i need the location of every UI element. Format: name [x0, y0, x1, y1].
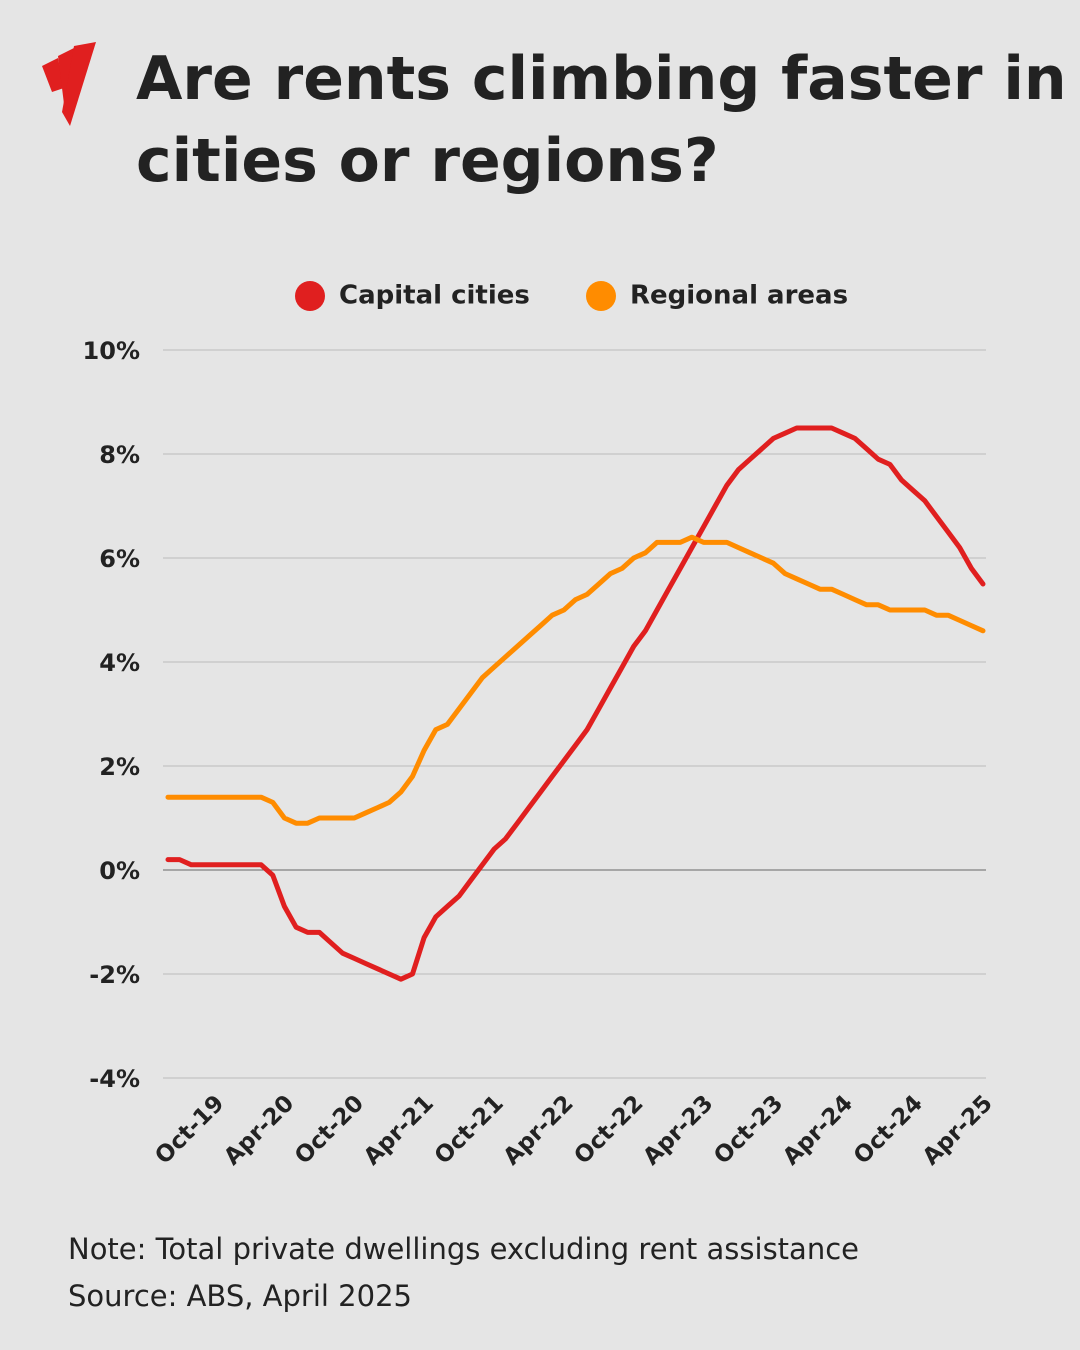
x-tick-label: Apr-21: [359, 1090, 439, 1170]
x-tick-label: Apr-23: [638, 1090, 718, 1170]
y-tick-label: -4%: [89, 1065, 140, 1093]
source: Source: ABS, April 2025: [68, 1279, 412, 1313]
chart-title: Are rents climbing faster in cities or re…: [136, 44, 1067, 196]
x-tick-label: Oct-22: [570, 1090, 649, 1169]
y-tick-label: 6%: [99, 545, 140, 573]
x-tick-label: Oct-24: [849, 1090, 928, 1169]
y-tick-label: -2%: [89, 961, 140, 989]
x-tick-label: Oct-21: [430, 1090, 509, 1169]
series-line: [165, 425, 986, 982]
x-tick-label: Apr-20: [219, 1090, 299, 1170]
y-tick-label: 0%: [99, 857, 140, 885]
x-tick-label: Oct-20: [290, 1090, 369, 1169]
x-tick-label: Apr-22: [499, 1090, 579, 1170]
series-line: [165, 534, 986, 826]
legend-label: Capital cities: [339, 281, 530, 311]
y-tick-label: 4%: [99, 649, 140, 677]
logo: [42, 42, 96, 126]
x-tick-label: Oct-19: [150, 1090, 229, 1169]
x-tick-label: Apr-25: [918, 1090, 998, 1170]
y-tick-label: 8%: [99, 441, 140, 469]
legend-marker: [586, 281, 616, 311]
y-tick-label: 10%: [83, 337, 140, 365]
y-tick-label: 2%: [99, 753, 140, 781]
x-tick-label: Apr-24: [778, 1090, 858, 1170]
note: Note: Total private dwellings excluding …: [68, 1232, 859, 1266]
x-tick-label: Oct-23: [709, 1090, 788, 1169]
legend-marker: [295, 281, 325, 311]
legend-label: Regional areas: [630, 281, 848, 311]
